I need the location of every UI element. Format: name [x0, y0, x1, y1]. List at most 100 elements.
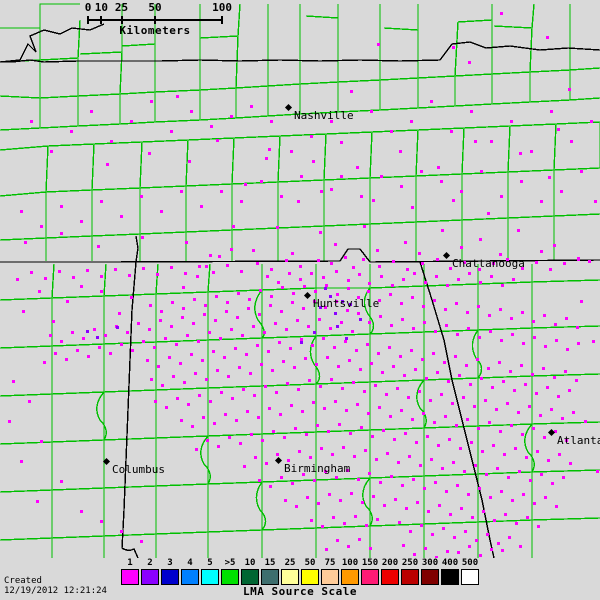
lma-source-point: [98, 346, 101, 349]
lma-source-point: [58, 270, 61, 273]
lma-source-point: [372, 199, 375, 202]
lma-source-point: [160, 310, 163, 313]
lma-source-point: [130, 120, 133, 123]
lma-source-point: [240, 200, 243, 203]
lma-source-point: [580, 170, 583, 173]
lma-source-point: [304, 357, 307, 360]
lma-source-point: [447, 380, 450, 383]
lma-source-point: [358, 273, 361, 276]
lma-source-point: [185, 241, 188, 244]
lma-source-point: [16, 278, 19, 281]
lma-source-point: [371, 435, 374, 438]
legend-swatch-500[interactable]: [461, 569, 479, 585]
legend-swatch-200[interactable]: [381, 569, 399, 585]
legend-swatch->5[interactable]: [221, 569, 239, 585]
lma-source-point: [340, 321, 343, 324]
lma-source-point: [445, 490, 448, 493]
lma-source-point: [512, 278, 515, 281]
scale-tick-10: [100, 16, 103, 24]
lma-source-point: [411, 418, 414, 421]
lma-source-point: [568, 389, 571, 392]
lma-source-point: [477, 427, 480, 430]
legend-swatch-50[interactable]: [301, 569, 319, 585]
lma-source-point: [543, 314, 546, 317]
legend-swatch-5[interactable]: [201, 569, 219, 585]
lma-source-point: [414, 368, 417, 371]
lma-source-point: [246, 410, 249, 413]
lma-source-point: [487, 367, 490, 370]
legend-swatch-300[interactable]: [421, 569, 439, 585]
lma-source-point: [499, 253, 502, 256]
state-borders-layer: [0, 23, 600, 558]
legend-swatch-400[interactable]: [441, 569, 459, 585]
scale-tick-label-50: 50: [148, 1, 162, 14]
lma-source-point: [508, 536, 511, 539]
lma-source-point: [479, 281, 482, 284]
color-scale-legend[interactable]: 1 2 3 4 5 >5 10 15 25 50 75 100 150 200 250 300 400 500 L…: [120, 558, 480, 600]
lma-source-point: [137, 322, 140, 325]
lma-source-point: [368, 472, 371, 475]
legend-swatch-4[interactable]: [181, 569, 199, 585]
legend-swatch-10[interactable]: [241, 569, 259, 585]
lma-source-point: [330, 120, 333, 123]
legend-swatch-2[interactable]: [141, 569, 159, 585]
lma-source-point: [467, 493, 470, 496]
lma-source-point: [594, 200, 597, 203]
scale-bar-tick-labels: 0 10 25 50 100: [80, 1, 232, 15]
lma-source-point: [252, 249, 255, 252]
lma-source-point: [469, 383, 472, 386]
lma-source-point: [470, 110, 473, 113]
lma-source-point: [569, 462, 572, 465]
legend-swatch-150[interactable]: [361, 569, 379, 585]
lma-source-point: [305, 433, 308, 436]
lma-source-point: [548, 176, 551, 179]
lma-source-point: [96, 336, 99, 339]
lma-source-point: [270, 268, 273, 271]
lma-source-point: [265, 462, 268, 465]
legend-swatch-75[interactable]: [321, 569, 339, 585]
created-label: Created: [4, 576, 42, 586]
lma-source-point: [315, 363, 318, 366]
lma-source-point: [491, 386, 494, 389]
lma-source-point: [423, 487, 426, 490]
lma-source-point: [502, 380, 505, 383]
lma-source-point: [284, 499, 287, 502]
legend-swatch-25[interactable]: [281, 569, 299, 585]
lma-source-point: [377, 352, 380, 355]
lma-source-point: [440, 180, 443, 183]
legend-swatch-15[interactable]: [261, 569, 279, 585]
lma-source-point: [297, 388, 300, 391]
lma-source-point: [572, 411, 575, 414]
lma-source-point: [80, 510, 83, 513]
lma-source-point: [369, 547, 372, 550]
lma-source-point: [568, 88, 571, 91]
legend-swatch-100[interactable]: [341, 569, 359, 585]
lma-source-point: [504, 513, 507, 516]
map-canvas[interactable]: [0, 0, 600, 558]
lma-source-point: [154, 400, 157, 403]
lma-source-point: [291, 301, 294, 304]
lma-source-point: [250, 105, 253, 108]
legend-swatch-250[interactable]: [401, 569, 419, 585]
lma-source-point: [208, 331, 211, 334]
legend-label-15: 15: [264, 558, 276, 568]
lma-source-point: [501, 549, 504, 552]
footer-panel: Created 12/19/2012 12:21:24 1 2 3 4 5 >5 10 15 2…: [0, 558, 600, 600]
legend-color-swatches[interactable]: [120, 569, 480, 585]
lma-source-point: [436, 371, 439, 374]
legend-swatch-1[interactable]: [121, 569, 139, 585]
lma-source-point: [213, 422, 216, 425]
lma-source-point: [226, 301, 229, 304]
legend-swatch-3[interactable]: [161, 569, 179, 585]
lma-source-point: [347, 279, 350, 282]
lma-source-point: [442, 527, 445, 530]
lma-source-point: [350, 90, 353, 93]
map-panel[interactable]: Nashville Chattanooga Huntsville Columbus Bi…: [0, 0, 600, 558]
lma-source-point: [413, 553, 416, 556]
lma-source-point: [465, 364, 468, 367]
lma-source-point: [357, 478, 360, 481]
lma-source-point: [308, 379, 311, 382]
lma-source-point: [301, 410, 304, 413]
lma-source-point: [554, 430, 557, 433]
lma-source-point: [187, 403, 190, 406]
